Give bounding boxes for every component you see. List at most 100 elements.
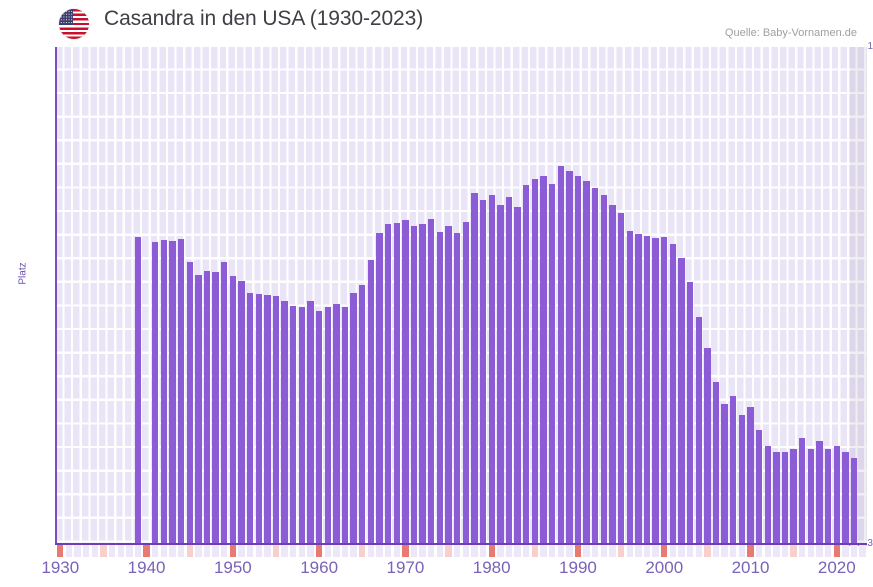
x-tick-1974 [436, 545, 444, 557]
x-tick-2002 [678, 545, 685, 557]
bar [790, 449, 797, 543]
x-tick-2005 [704, 545, 711, 557]
bar [488, 195, 495, 543]
x-tick-2010 [747, 545, 754, 557]
x-tick-1971 [410, 545, 418, 557]
x-tick-1984 [523, 545, 530, 557]
bar [152, 242, 159, 543]
bar [557, 165, 564, 543]
x-axis-label-1990: 1990 [559, 558, 597, 577]
source-label: Quelle: Baby-Vornamen.de [724, 27, 857, 39]
bar [453, 232, 461, 543]
x-tick-2019 [824, 545, 832, 557]
bar [281, 301, 288, 543]
x-tick-2016 [799, 545, 806, 557]
bar [695, 317, 702, 543]
x-tick-1970 [402, 545, 409, 557]
x-tick-1975 [445, 545, 452, 557]
x-tick-1991 [583, 545, 590, 557]
x-tick-1968 [384, 545, 392, 557]
x-tick-2011 [755, 545, 763, 557]
x-tick-1985 [531, 545, 539, 557]
x-tick-1999 [652, 545, 659, 557]
bar [229, 275, 237, 543]
bar [738, 415, 746, 543]
x-tick-1998 [643, 545, 651, 557]
x-axis-label-1970: 1970 [386, 558, 425, 577]
bar [272, 295, 280, 543]
bar [238, 280, 245, 543]
x-tick-1994 [609, 545, 616, 557]
x-tick-1996 [626, 545, 633, 557]
x-tick-1947 [203, 545, 211, 557]
x-tick-1992 [592, 545, 599, 557]
x-tick-1941 [152, 545, 159, 557]
x-tick-1960 [315, 545, 323, 557]
bar [384, 224, 392, 543]
x-tick-2012 [764, 545, 771, 557]
chart-header: Casandra in den USA (1930-2023) Quelle: … [0, 0, 873, 46]
bar [609, 204, 616, 543]
x-tick-1959 [307, 545, 314, 557]
flag-stars [59, 9, 73, 24]
x-tick-1982 [505, 545, 513, 557]
bar [669, 244, 677, 543]
x-tick-1981 [497, 545, 504, 557]
bar [497, 205, 504, 543]
bar [298, 306, 306, 543]
x-tick-1987 [548, 545, 556, 557]
x-tick-2017 [807, 545, 815, 557]
x-tick-1940 [143, 545, 150, 557]
bar [548, 183, 556, 543]
x-tick-1933 [83, 545, 90, 557]
x-tick-2000 [661, 545, 668, 557]
x-tick-1950 [229, 545, 237, 557]
x-tick-2008 [730, 545, 737, 557]
bar [850, 457, 858, 543]
x-tick-1997 [635, 545, 642, 557]
x-tick-1930 [57, 545, 64, 557]
x-tick-2018 [816, 545, 823, 557]
bar [410, 225, 418, 543]
shaded-future-region [849, 47, 867, 543]
x-tick-1945 [186, 545, 193, 557]
x-tick-2014 [781, 545, 789, 557]
y-axis-line [55, 47, 57, 543]
x-tick-1989 [566, 545, 573, 557]
x-tick-2022 [850, 545, 858, 557]
bar [833, 446, 840, 543]
x-tick-1949 [221, 545, 228, 557]
x-tick-1979 [479, 545, 487, 557]
x-tick-1943 [169, 545, 176, 557]
flag-canton [59, 9, 73, 26]
x-tick-1937 [117, 545, 124, 557]
x-tick-1957 [290, 545, 297, 557]
chart-title: Casandra in den USA (1930-2023) [104, 7, 424, 30]
x-tick-2021 [842, 545, 849, 557]
bar [445, 225, 452, 543]
bar [721, 404, 728, 543]
x-tick-1972 [419, 545, 426, 557]
bar [773, 452, 780, 543]
bar [221, 262, 228, 543]
y-axis-label: Platz [17, 262, 29, 285]
x-tick-1946 [195, 545, 202, 557]
bar [186, 262, 193, 543]
x-tick-2003 [686, 545, 694, 557]
bar [203, 271, 211, 543]
bar [617, 212, 625, 543]
x-tick-1951 [238, 545, 245, 557]
x-tick-1983 [514, 545, 521, 557]
x-tick-1944 [177, 545, 185, 557]
bar [428, 219, 435, 543]
x-tick-1958 [298, 545, 306, 557]
bar [436, 232, 444, 543]
bar [764, 446, 771, 543]
x-tick-1969 [393, 545, 400, 557]
x-tick-2007 [721, 545, 728, 557]
bar [704, 347, 711, 543]
bar [169, 241, 176, 543]
x-tick-1962 [333, 545, 340, 557]
x-tick-1953 [255, 545, 262, 557]
bar [635, 234, 642, 543]
